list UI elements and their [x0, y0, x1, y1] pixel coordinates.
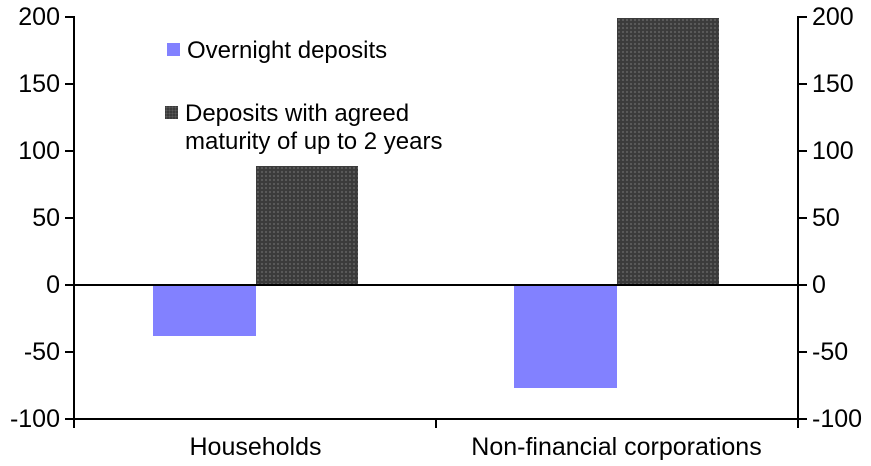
y-axis-right [797, 16, 799, 420]
x-axis-tick-0 [73, 420, 75, 428]
bar-non-financial-corporations-deposits-with-agreed-maturity-of-up-to-2-years [616, 18, 719, 285]
y-tick-left--50 [65, 351, 73, 353]
legend-entry-overnight-deposits: Overnight deposits [167, 37, 387, 65]
category-label-households: Households [189, 433, 322, 461]
y-tick-left-100 [65, 150, 73, 152]
y-tick-label-left-200: 200 [18, 3, 60, 31]
y-tick-label-right-200: 200 [812, 3, 854, 31]
y-tick-right-100 [799, 150, 807, 152]
y-tick-left-0 [65, 284, 73, 286]
y-tick-label-left-150: 150 [18, 70, 60, 98]
y-tick-label-left-0: 0 [46, 271, 60, 299]
y-tick-left-50 [65, 217, 73, 219]
y-tick-label-right-50: 50 [812, 204, 840, 232]
legend-swatch-overnight-deposits [167, 43, 180, 56]
y-axis-left [73, 16, 75, 420]
legend-label-agreed-maturity-line2: maturity of up to 2 years [185, 128, 443, 155]
y-tick-label-right-0: 0 [812, 271, 826, 299]
y-tick-right-150 [799, 83, 807, 85]
zero-line [73, 284, 799, 286]
y-tick-label-left--50: -50 [23, 338, 60, 366]
y-tick-right-50 [799, 217, 807, 219]
y-tick-label-right--100: -100 [812, 405, 863, 433]
x-axis-tick-1 [435, 420, 437, 428]
y-tick-left--100 [65, 418, 73, 420]
legend-entry-agreed-maturity: Deposits with agreed maturity of up to 2… [165, 100, 442, 156]
y-tick-left-200 [65, 16, 73, 18]
bar-households-overnight-deposits [153, 285, 256, 336]
legend-label-agreed-maturity: Deposits with agreed maturity of up to 2… [185, 100, 442, 156]
y-tick-label-left--100: -100 [9, 405, 60, 433]
legend-label-overnight-deposits: Overnight deposits [187, 37, 388, 64]
y-tick-label-left-50: 50 [32, 204, 60, 232]
legend-label-agreed-maturity-line1: Deposits with agreed [185, 100, 410, 127]
y-tick-label-right-100: 100 [812, 137, 854, 165]
y-tick-left-150 [65, 83, 73, 85]
y-tick-right--100 [799, 418, 807, 420]
y-tick-right--50 [799, 351, 807, 353]
x-axis-line [73, 418, 799, 420]
y-tick-label-right--50: -50 [812, 338, 849, 366]
y-tick-right-200 [799, 16, 807, 18]
bar-non-financial-corporations-overnight-deposits [514, 285, 617, 389]
bar-households-deposits-with-agreed-maturity-of-up-to-2-years [255, 165, 358, 285]
x-axis-tick-2 [797, 420, 799, 428]
y-tick-right-0 [799, 284, 807, 286]
y-tick-label-left-100: 100 [18, 137, 60, 165]
category-label-non-financial-corporations: Non-financial corporations [471, 433, 762, 461]
legend-swatch-agreed-maturity [165, 106, 178, 119]
y-tick-label-right-150: 150 [812, 70, 854, 98]
